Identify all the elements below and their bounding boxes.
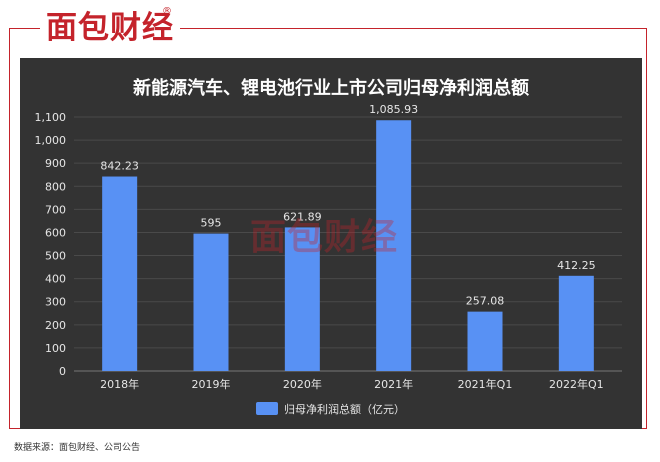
- x-tick-label: 2020年: [283, 377, 322, 391]
- y-tick-label: 1,100: [35, 111, 67, 124]
- data-label: 595: [201, 217, 222, 230]
- bar[interactable]: [284, 227, 320, 371]
- y-tick-label: 0: [59, 365, 66, 378]
- x-axis-ticks: 2018年 2019年 2020年 2021年 2021年Q1 2022年Q1: [100, 377, 603, 391]
- registered-mark: ®: [162, 6, 172, 17]
- data-label: 412.25: [557, 259, 596, 272]
- x-tick-label: 2021年Q1: [458, 377, 513, 391]
- y-tick-label: 200: [45, 319, 66, 332]
- watermark: 面包财经: [250, 217, 399, 258]
- data-label: 621.89: [283, 210, 322, 223]
- logo-text: 面包财经: [46, 9, 174, 46]
- bar-chart: 新能源汽车、锂电池行业上市公司归母净利润总额 0 100 200 300 400 500 6…: [35, 77, 622, 416]
- data-label: 257.08: [466, 295, 505, 308]
- data-label: 842.23: [100, 160, 139, 173]
- chart-title: 新能源汽车、锂电池行业上市公司归母净利润总额: [133, 77, 529, 99]
- y-tick-label: 300: [45, 296, 66, 309]
- grid-lines: [74, 116, 622, 372]
- y-tick-label: 800: [45, 180, 66, 193]
- y-axis-ticks: 0 100 200 300 400 500 600 700 800 900 1,000 1,100: [35, 111, 67, 378]
- bar[interactable]: [558, 275, 594, 371]
- legend-swatch: [256, 402, 278, 415]
- data-labels: 842.23 595 621.89 1,085.93 257.08 412.25: [100, 103, 595, 307]
- x-tick-label: 2019年: [192, 377, 231, 391]
- data-label: 1,085.93: [369, 103, 418, 116]
- chart-panel: 新能源汽车、锂电池行业上市公司归母净利润总额 0 100 200 300 400 500 6…: [20, 58, 642, 429]
- bar[interactable]: [467, 311, 503, 371]
- bars: [102, 120, 594, 371]
- y-tick-label: 700: [45, 203, 66, 216]
- bar[interactable]: [376, 120, 412, 371]
- y-tick-label: 600: [45, 226, 66, 239]
- x-tick-label: 2022年Q1: [549, 377, 604, 391]
- x-tick-label: 2021年: [374, 377, 413, 391]
- y-tick-label: 900: [45, 157, 66, 170]
- bar[interactable]: [193, 233, 229, 371]
- brand-logo: 面包财经 ®: [40, 6, 180, 50]
- legend[interactable]: 归母净利润总额（亿元）: [256, 402, 405, 416]
- bar[interactable]: [102, 176, 138, 371]
- x-tick-label: 2018年: [100, 377, 139, 391]
- y-tick-label: 100: [45, 342, 66, 355]
- y-tick-label: 500: [45, 250, 66, 263]
- y-tick-label: 1,000: [35, 134, 67, 147]
- y-tick-label: 400: [45, 273, 66, 286]
- legend-label: 归母净利润总额（亿元）: [284, 402, 405, 416]
- source-note: 数据来源：面包财经、公司公告: [14, 443, 141, 453]
